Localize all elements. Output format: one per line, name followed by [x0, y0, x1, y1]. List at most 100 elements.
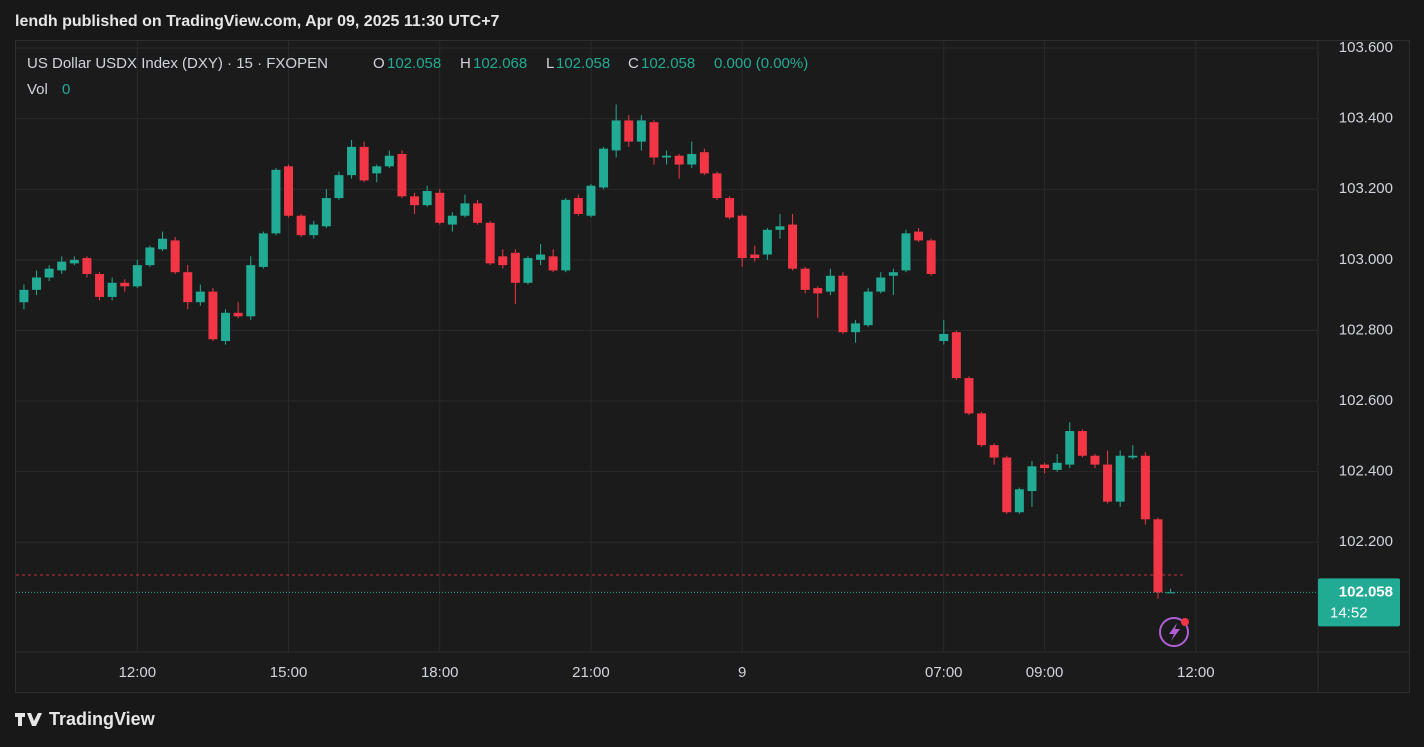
candle-body: [246, 265, 256, 317]
x-tick-label: 07:00: [925, 664, 963, 681]
candle-body: [221, 312, 231, 342]
alert-icon[interactable]: [1159, 617, 1189, 647]
candle-body: [599, 148, 609, 188]
candle-body: [914, 231, 924, 241]
candle-body: [372, 166, 382, 174]
y-tick-label: 102.400: [1339, 463, 1393, 480]
candle-body: [901, 233, 911, 271]
y-tick-label: 102.800: [1339, 321, 1393, 338]
publish-title: lendh published on TradingView.com, Apr …: [15, 13, 500, 30]
candle-body: [926, 240, 936, 274]
brand-logo: [15, 713, 42, 726]
x-tick-label: 12:00: [1177, 664, 1215, 681]
candle-body: [762, 229, 772, 255]
candle-body: [573, 198, 583, 214]
candle-body: [82, 258, 92, 274]
candle-body: [309, 224, 319, 236]
x-tick-label: 18:00: [421, 664, 459, 681]
candle-body: [296, 215, 306, 236]
candle-body: [447, 215, 457, 225]
candle-body: [838, 275, 848, 333]
candle-body: [1115, 455, 1125, 502]
y-tick-label: 103.400: [1339, 110, 1393, 127]
legend-value: 102.058: [387, 55, 441, 72]
candle-body: [725, 198, 735, 218]
candle-body: [964, 378, 974, 414]
last-price-label: 102.058: [1339, 583, 1393, 600]
candle-body: [347, 146, 357, 176]
candle-body: [19, 289, 29, 303]
candle-body: [863, 291, 873, 326]
candle-body: [145, 247, 155, 266]
x-tick-label: 12:00: [119, 664, 157, 681]
candle-body: [977, 413, 987, 446]
candle-body: [460, 203, 470, 216]
candle-body: [825, 275, 835, 292]
candle-body: [435, 192, 445, 223]
candle-body: [132, 265, 142, 287]
chart-frame: [15, 40, 1410, 693]
candle-body: [813, 288, 823, 294]
candle-body: [510, 252, 520, 283]
candle-body: [851, 323, 861, 333]
candle-body: [321, 198, 331, 227]
candles: [16, 104, 1318, 599]
candle-body: [586, 185, 596, 216]
x-tick-label: 15:00: [270, 664, 308, 681]
x-tick-label: 09:00: [1026, 664, 1064, 681]
candle-body: [649, 122, 659, 158]
y-tick-label: 103.200: [1339, 180, 1393, 197]
y-tick-label: 102.600: [1339, 392, 1393, 409]
candle-body: [44, 268, 54, 278]
candle-body: [57, 261, 67, 271]
last-price-box: [1318, 578, 1400, 627]
candle-body: [170, 240, 180, 273]
candle-body: [359, 146, 369, 181]
x-tick-label: 21:00: [572, 664, 610, 681]
candle-body: [183, 272, 193, 303]
candle-body: [939, 333, 949, 342]
candle-body: [1014, 489, 1024, 513]
candle-body: [1040, 464, 1050, 469]
candle-body: [195, 291, 205, 303]
candle-body: [1052, 462, 1062, 470]
candle-body: [523, 258, 533, 283]
legend-value: 102.058: [641, 55, 695, 72]
candle-body: [687, 153, 697, 165]
candle-body: [32, 277, 42, 290]
candle-body: [397, 153, 407, 197]
candle-body: [1166, 592, 1176, 594]
candle-body: [561, 199, 571, 271]
legend-label: H: [460, 55, 471, 72]
candle-body: [1128, 455, 1138, 458]
candle-body: [888, 272, 898, 276]
candle-body: [233, 312, 243, 317]
legend-label: O: [373, 55, 385, 72]
brand: TradingView: [49, 709, 156, 729]
candle-body: [662, 155, 672, 158]
legend-value: 102.068: [473, 55, 527, 72]
candle-body: [737, 215, 747, 259]
candle-body: [473, 203, 483, 223]
y-tick-label: 103.000: [1339, 251, 1393, 268]
candle-body: [1027, 466, 1037, 492]
candle-body: [1103, 464, 1113, 502]
volume-label: Vol: [27, 81, 48, 98]
candle-body: [1140, 455, 1150, 520]
labels: 102.200 102.400 102.600 102.800 103.000 103.2…: [119, 39, 1400, 681]
candle-body: [120, 282, 130, 287]
legend-change: 0.000 (0.00%): [714, 55, 808, 72]
candle-body: [271, 169, 281, 234]
candle-body: [208, 291, 218, 340]
candle-body: [624, 120, 634, 142]
candle-body: [1065, 431, 1075, 465]
y-tick-label: 102.200: [1339, 533, 1393, 550]
candle-body: [1077, 431, 1087, 456]
y-tick-label: 103.600: [1339, 39, 1393, 56]
candle-body: [611, 120, 621, 151]
candle-body: [107, 282, 117, 297]
candle-body: [410, 196, 420, 206]
candle-body: [69, 259, 79, 264]
candle-body: [712, 173, 722, 199]
